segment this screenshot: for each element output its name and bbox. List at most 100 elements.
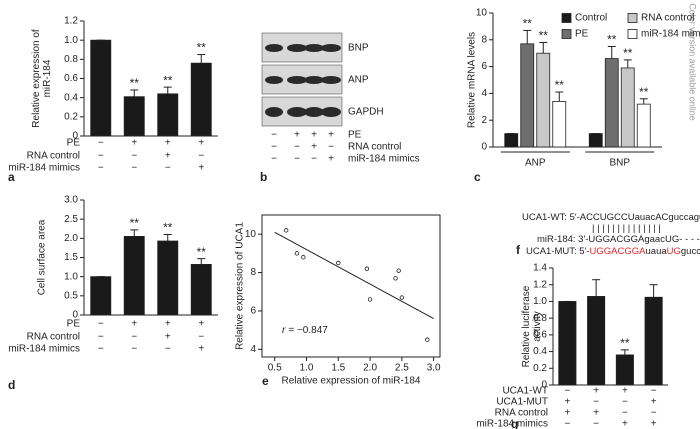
x-tick-label: 3.0 bbox=[427, 363, 441, 374]
condition-mark: − bbox=[98, 151, 104, 162]
bar bbox=[190, 62, 212, 137]
condition-mark: + bbox=[311, 130, 317, 141]
y-tick-label: 2 bbox=[481, 115, 487, 126]
y-tick-label: 4 bbox=[250, 344, 256, 355]
y-tick-label: 0 bbox=[541, 380, 547, 391]
significance: ** bbox=[130, 216, 140, 230]
condition-mark: − bbox=[131, 151, 137, 162]
condition-mark: + bbox=[651, 397, 657, 408]
condition-mark: + bbox=[165, 138, 171, 149]
bar bbox=[604, 58, 619, 148]
y-tick-label: 1.4 bbox=[533, 263, 547, 274]
condition-label: RNA control bbox=[348, 142, 401, 153]
condition-mark: + bbox=[328, 154, 334, 165]
significance: ** bbox=[523, 17, 533, 31]
condition-mark: − bbox=[651, 408, 657, 419]
error-bar bbox=[639, 98, 648, 105]
x-tick-label: 2.0 bbox=[363, 363, 377, 374]
condition-mark: + bbox=[564, 408, 570, 419]
y-axis-label: Cell surface area bbox=[37, 219, 48, 295]
condition-mark: − bbox=[131, 332, 137, 343]
condition-mark: − bbox=[271, 154, 277, 165]
y-tick-label: 10 bbox=[245, 229, 257, 240]
y-axis-label: Relative luciferase bbox=[521, 285, 532, 367]
legend-swatch bbox=[561, 13, 572, 23]
panel-letter: c bbox=[474, 170, 481, 184]
point bbox=[393, 276, 398, 281]
error-bar bbox=[623, 59, 632, 68]
sequence-segment: UG bbox=[667, 246, 681, 257]
sequence-segment: guccagug bbox=[681, 246, 700, 257]
condition-mark: − bbox=[98, 332, 104, 343]
y-tick-label: 0.6 bbox=[64, 73, 78, 84]
blot-band bbox=[265, 44, 283, 52]
y-tick-label: 6 bbox=[250, 306, 256, 317]
bar bbox=[536, 52, 551, 148]
condition-label: PE bbox=[348, 130, 362, 141]
x-axis-label: Relative expression of miR-184 bbox=[282, 376, 421, 387]
error-bar bbox=[592, 279, 601, 297]
bar bbox=[157, 93, 179, 137]
bar bbox=[552, 101, 567, 148]
condition-mark: + bbox=[294, 130, 300, 141]
point bbox=[283, 228, 289, 233]
point bbox=[396, 268, 401, 273]
condition-label: PE bbox=[67, 319, 81, 330]
sequence-segment: UGGACGGA bbox=[590, 246, 647, 257]
condition-mark: − bbox=[198, 332, 204, 343]
condition-mark: + bbox=[198, 319, 204, 330]
point bbox=[301, 255, 306, 260]
y-tick-label: 0.6 bbox=[533, 329, 547, 340]
condition-label: RNA control bbox=[27, 151, 80, 162]
band-label: GAPDH bbox=[348, 107, 384, 118]
condition-mark: − bbox=[311, 154, 317, 165]
blot-band bbox=[321, 76, 341, 84]
bar bbox=[190, 263, 212, 316]
point bbox=[294, 251, 300, 256]
blot-band bbox=[304, 44, 324, 52]
condition-mark: − bbox=[622, 397, 628, 408]
bar bbox=[504, 133, 519, 148]
error-bar bbox=[555, 91, 564, 102]
x-tick-label: 1.0 bbox=[300, 363, 314, 374]
legend-swatch bbox=[561, 29, 572, 39]
x-tick-label: ANP bbox=[525, 158, 546, 169]
point bbox=[425, 337, 430, 342]
y-tick-label: 3.0 bbox=[64, 195, 78, 206]
condition-mark: − bbox=[98, 344, 104, 355]
condition-mark: + bbox=[622, 386, 628, 397]
condition-mark: + bbox=[328, 130, 334, 141]
condition-mark: − bbox=[651, 386, 657, 397]
legend-label: RNA control bbox=[641, 13, 694, 24]
condition-mark: − bbox=[271, 142, 277, 153]
condition-mark: + bbox=[165, 319, 171, 330]
blot-band bbox=[304, 107, 324, 117]
y-tick-label: 0.8 bbox=[533, 313, 547, 324]
blot-band bbox=[265, 76, 283, 84]
band-label: ANP bbox=[348, 75, 369, 86]
condition-label: miR-184 mimics bbox=[8, 163, 80, 174]
significance: ** bbox=[197, 245, 207, 259]
condition-mark: + bbox=[651, 419, 657, 429]
condition-mark: + bbox=[593, 408, 599, 419]
blot-band bbox=[265, 107, 283, 117]
blot-band bbox=[321, 107, 341, 117]
condition-mark: + bbox=[564, 397, 570, 408]
bar bbox=[644, 296, 663, 386]
condition-label: RNA control bbox=[27, 332, 80, 343]
sequence-line: | | | | | | | | | | | | | | bbox=[592, 223, 661, 234]
condition-mark: + bbox=[593, 386, 599, 397]
y-tick-label: 1.0 bbox=[64, 35, 78, 46]
panel-letter: b bbox=[260, 170, 267, 184]
condition-mark: − bbox=[98, 138, 104, 149]
error-bar bbox=[163, 86, 172, 94]
stat-text: = −0.847 bbox=[288, 325, 328, 336]
significance: ** bbox=[620, 336, 630, 350]
condition-mark: + bbox=[131, 319, 137, 330]
bar bbox=[90, 276, 112, 316]
y-axis-label: Relative expression of bbox=[31, 29, 42, 128]
bar bbox=[558, 301, 577, 386]
blot-band bbox=[287, 44, 307, 52]
legend-swatch bbox=[627, 13, 638, 23]
